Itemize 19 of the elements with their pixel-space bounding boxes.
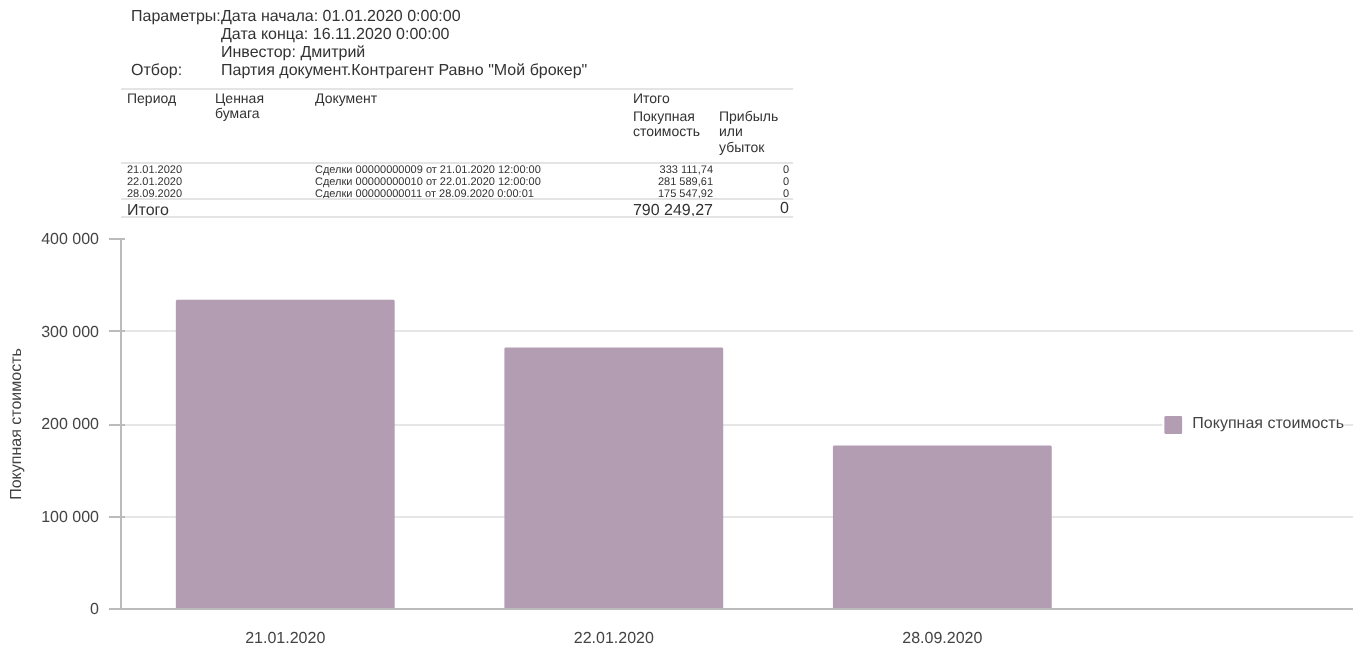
- y-tick-label: 300 000: [41, 322, 101, 341]
- text: Итого: [127, 201, 171, 219]
- y-tick-label: 100 000: [41, 507, 101, 526]
- x-tick-label: 21.01.2020: [245, 629, 327, 647]
- y-tick-label: 400 000: [41, 230, 101, 248]
- text: Дата начала: 01.01.2020 0:00:00: [221, 7, 462, 25]
- x-tick-label: 22.01.2020: [573, 629, 655, 647]
- y-tick-label: 0: [90, 600, 101, 618]
- legend-label: Покупная стоимость: [1192, 414, 1344, 432]
- y-axis-title: Покупная стоимость: [7, 348, 26, 500]
- x-tick-label: 28.09.2020: [902, 629, 984, 647]
- text: 790 249,27: [632, 201, 715, 219]
- text: 0: [780, 199, 791, 217]
- text: Партия документ.Контрагент Равно "Мой брокер": [221, 61, 588, 79]
- text: Инвестор: Дмитрий: [221, 43, 366, 61]
- text: Дата конца: 16.11.2020 0:00:00: [221, 25, 451, 43]
- text: Параметры:: [131, 7, 221, 25]
- y-tick-label: 200 000: [41, 415, 101, 433]
- text: Отбор:: [131, 61, 183, 79]
